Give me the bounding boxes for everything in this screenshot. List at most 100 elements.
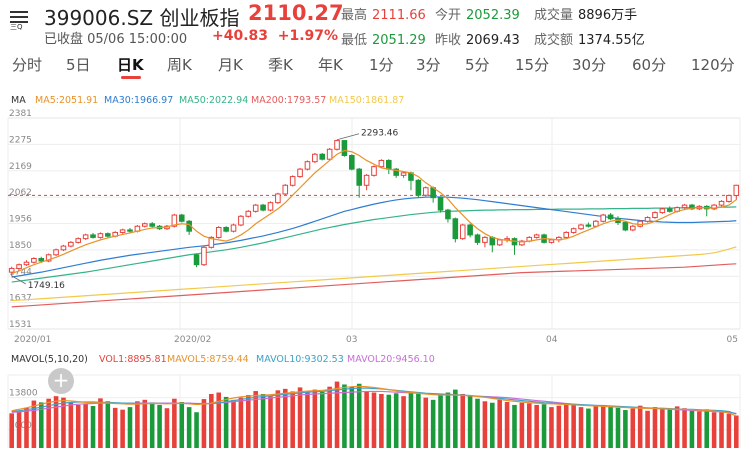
candle-body — [489, 236, 496, 246]
candle-body — [193, 254, 200, 266]
volume-bar — [578, 407, 584, 448]
volume-bar — [734, 415, 739, 448]
volume-bar — [246, 395, 251, 448]
volume-bar — [342, 384, 347, 448]
volume-bar — [105, 401, 111, 448]
tab-120min[interactable]: 120分 — [691, 56, 735, 74]
candle-body — [245, 210, 252, 217]
volume-bar — [112, 407, 118, 448]
candle-body — [238, 215, 244, 226]
header: 三Q 399006.SZ 创业板指 2110.27 已收盘 05/06 15:0… — [0, 0, 755, 50]
volume-bar — [490, 402, 495, 448]
volume-bar — [201, 399, 207, 448]
add-icon[interactable]: + — [48, 368, 74, 394]
volume-bar — [364, 391, 369, 448]
tab-15min[interactable]: 15分 — [515, 56, 550, 74]
candle-body — [149, 223, 155, 227]
volume-legend[interactable]: MAVOL(5,10,20) VOL1:8895.81 MAVOL5:8759.… — [0, 354, 755, 368]
volume-bar — [275, 390, 281, 448]
candle-body — [127, 229, 133, 232]
candle-body — [482, 236, 488, 243]
candle-body — [53, 249, 59, 256]
tab-daily-k[interactable]: 日K — [117, 56, 144, 74]
mavol-label: MAVOL(5,10,20) — [11, 354, 88, 365]
volume-bar — [38, 402, 44, 448]
menu-icon[interactable]: 三Q — [10, 8, 32, 31]
stat-prev-close: 昨收 2069.43 — [435, 33, 520, 48]
candle-body — [578, 224, 584, 230]
volume-bar — [305, 392, 310, 448]
candle-body — [260, 204, 266, 211]
tab-30min[interactable]: 30分 — [572, 56, 607, 74]
candle-body — [622, 222, 629, 231]
change-value: +40.83 — [212, 28, 269, 44]
volume-bar — [637, 405, 643, 448]
volume-bar — [534, 404, 539, 448]
mavol5-line — [11, 385, 737, 417]
volume-bar — [68, 402, 74, 448]
tab-weekly-k[interactable]: 周K — [167, 56, 192, 74]
ma30-value: MA30:1966.97 — [104, 95, 174, 106]
candle-body — [496, 239, 503, 246]
ma-legend[interactable]: MA MA5:2051.91 MA30:1966.97 MA50:2022.94… — [0, 95, 755, 109]
volume-bar — [408, 391, 414, 448]
candle-body — [297, 168, 303, 178]
candle-body — [600, 214, 607, 222]
candle-body — [334, 140, 340, 150]
volume-bar — [497, 399, 502, 448]
low-annotation-line — [11, 275, 26, 285]
tab-5day[interactable]: 5日 — [66, 56, 91, 74]
high-annotation-line — [336, 133, 360, 141]
volume-bar — [238, 397, 244, 448]
tab-5min[interactable]: 5分 — [465, 56, 490, 74]
volume-bar — [142, 399, 148, 448]
ma5-value: MA5:2051.91 — [35, 95, 99, 106]
tab-3min[interactable]: 3分 — [416, 56, 441, 74]
candle-body — [75, 238, 82, 243]
candle-body — [659, 208, 666, 214]
candle-body — [304, 161, 311, 170]
volume-bar — [223, 396, 229, 448]
candle-body — [711, 204, 717, 210]
ma-legend-label: MA — [11, 95, 26, 106]
volume-bar — [660, 409, 665, 448]
volume-bar — [216, 392, 222, 448]
tab-1min[interactable]: 1分 — [369, 56, 394, 74]
candle-body — [681, 204, 688, 209]
stock-name: 创业板指 — [159, 6, 240, 30]
volume-bar — [282, 388, 288, 448]
candle-body — [319, 153, 326, 160]
volume-bar — [453, 389, 458, 448]
ma200-value: MA200:1793.57 — [251, 95, 327, 106]
candle-body — [548, 239, 555, 243]
volume-bar — [689, 410, 695, 448]
tab-60min[interactable]: 60分 — [632, 56, 667, 74]
volume-bar — [127, 407, 133, 448]
ma30-line — [11, 196, 737, 278]
candle-body — [474, 234, 481, 243]
candle-body — [415, 179, 422, 196]
y-tick-label: 2062 — [9, 188, 32, 198]
volume-bar — [194, 412, 199, 448]
mavol20-value: MAVOL20:9456.10 — [347, 354, 435, 365]
volume-bar — [519, 402, 525, 448]
volume-bar — [401, 396, 406, 448]
y-tick-label: 1531 — [9, 320, 32, 330]
stat-turnover: 成交额 1374.55亿 — [534, 33, 645, 48]
candle-body — [267, 202, 274, 211]
candle-body — [356, 168, 363, 186]
candle-body — [422, 187, 429, 196]
volume-bar — [90, 406, 96, 448]
tab-yearly-k[interactable]: 年K — [318, 56, 343, 74]
candle-body — [644, 217, 651, 222]
candle-body — [289, 176, 296, 186]
tab-quarterly-k[interactable]: 季K — [268, 56, 293, 74]
volume-bar — [209, 393, 214, 448]
candle-body — [593, 220, 599, 227]
candle-body — [105, 233, 111, 237]
tab-minute[interactable]: 分时 — [12, 56, 43, 74]
tab-monthly-k[interactable]: 月K — [218, 56, 243, 74]
volume-bar — [231, 399, 236, 448]
volume-bar — [393, 393, 399, 448]
